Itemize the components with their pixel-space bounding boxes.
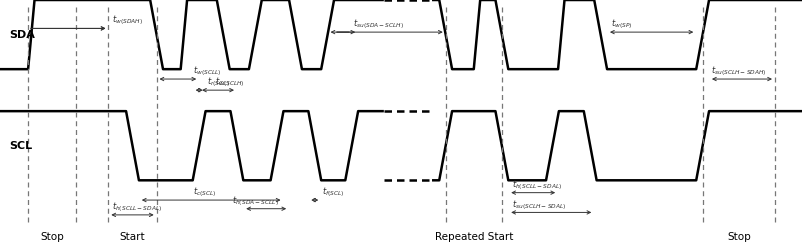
Text: $t_{su(SCLH-SDAH)}$: $t_{su(SCLH-SDAH)}$	[710, 64, 765, 78]
Text: $t_{h(SDA-SCLL)}$: $t_{h(SDA-SCLL)}$	[232, 194, 278, 208]
Text: $t_{h(SCLL-SDAL)}$: $t_{h(SCLL-SDAL)}$	[112, 200, 162, 214]
Text: Stop: Stop	[40, 232, 64, 242]
Text: $t_{w(SCLH)}$: $t_{w(SCLH)}$	[215, 76, 245, 89]
Text: $t_{h(SCLL-SDAL)}$: $t_{h(SCLL-SDAL)}$	[512, 178, 561, 192]
Text: SDA: SDA	[10, 30, 35, 40]
Text: $t_{f(SCL)}$: $t_{f(SCL)}$	[322, 185, 344, 199]
Text: Start: Start	[119, 232, 145, 242]
Text: Repeated Start: Repeated Start	[434, 232, 512, 242]
Text: $t_{c(SCL)}$: $t_{c(SCL)}$	[192, 185, 216, 199]
Text: $t_{w(SP)}$: $t_{w(SP)}$	[610, 18, 632, 31]
Text: SCL: SCL	[10, 141, 33, 151]
Text: $t_{r(SCL)}$: $t_{r(SCL)}$	[207, 76, 229, 89]
Text: Stop: Stop	[726, 232, 750, 242]
Text: $t_{w(SDAH)}$: $t_{w(SDAH)}$	[112, 13, 143, 27]
Text: $t_{su(SDA-SCLH)}$: $t_{su(SDA-SCLH)}$	[353, 17, 404, 31]
Text: $t_{w(SCLL)}$: $t_{w(SCLL)}$	[192, 64, 221, 78]
Text: $t_{su(SCLH-SDAL)}$: $t_{su(SCLH-SDAL)}$	[512, 198, 566, 212]
